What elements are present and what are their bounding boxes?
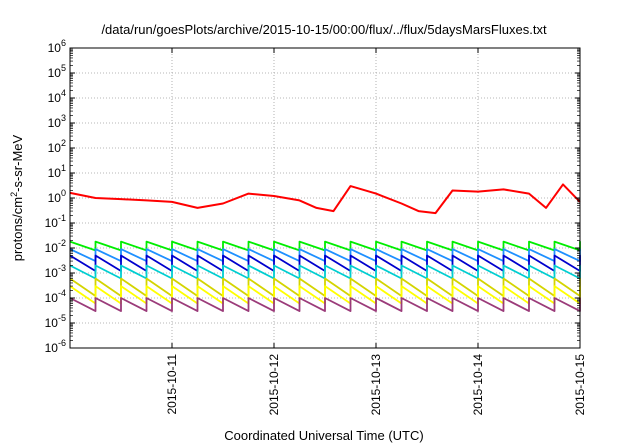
x-tick-label: 2015-10-11 bbox=[165, 354, 179, 415]
y-axis-label-rest: -s-sr-MeV bbox=[10, 134, 25, 191]
y-tick-label: 10-6 bbox=[45, 338, 66, 355]
series-line-1 bbox=[69, 183, 581, 215]
x-axis-label: Coordinated Universal Time (UTC) bbox=[224, 428, 423, 443]
x-tick-label: 2015-10-14 bbox=[471, 354, 485, 416]
y-tick-label: 102 bbox=[48, 138, 66, 155]
x-tick-label: 2015-10-13 bbox=[369, 354, 383, 416]
series-line-6 bbox=[69, 277, 581, 297]
series-line-2 bbox=[69, 240, 581, 252]
y-axis-label-sup: 2 bbox=[9, 192, 19, 197]
x-tick-label: 2015-10-15 bbox=[573, 354, 587, 416]
series-line-8 bbox=[69, 297, 581, 312]
x-axis-ticks: 2015-10-11 2015-10-12 2015-10-13 2015-10-14… bbox=[165, 48, 587, 415]
y-tick-label: 101 bbox=[48, 163, 66, 180]
y-tick-label: 10-5 bbox=[45, 313, 66, 330]
y-tick-label: 10-3 bbox=[45, 263, 66, 280]
series-group bbox=[69, 183, 581, 312]
y-axis-ticks: 10-6 10-5 10-4 10-3 10-2 10-1 100 101 102 103 104 1… bbox=[45, 38, 580, 355]
y-tick-label: 10-2 bbox=[45, 238, 66, 255]
y-axis-label-base: protons/cm bbox=[10, 197, 25, 261]
y-tick-label: 106 bbox=[48, 38, 66, 55]
chart-title: /data/run/goesPlots/archive/2015-10-15/0… bbox=[101, 22, 547, 37]
y-tick-label: 104 bbox=[48, 88, 66, 105]
y-tick-label: 105 bbox=[48, 63, 66, 80]
series-line-5 bbox=[69, 264, 581, 280]
series-line-4 bbox=[69, 254, 581, 272]
series-line-3 bbox=[69, 248, 581, 262]
y-tick-label: 100 bbox=[48, 188, 66, 205]
x-tick-label: 2015-10-12 bbox=[267, 354, 281, 416]
y-tick-label: 10-4 bbox=[45, 288, 66, 305]
y-tick-label: 10-1 bbox=[45, 213, 66, 230]
y-axis-label: protons/cm2-s-sr-MeV bbox=[9, 134, 25, 261]
series-line-7 bbox=[69, 285, 581, 305]
y-tick-label: 103 bbox=[48, 113, 66, 130]
